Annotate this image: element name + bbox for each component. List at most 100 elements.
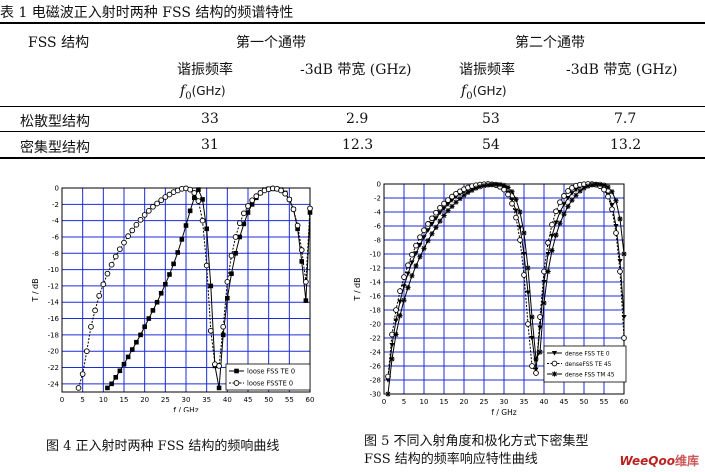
fig4-ytick-0: 0 bbox=[55, 185, 59, 193]
fig5-series-1-point-38 bbox=[537, 314, 543, 320]
fig4-series-0-point-14 bbox=[163, 281, 168, 287]
fig4-series-1-point-29 bbox=[195, 198, 202, 204]
fig4-xlabel: f / GHz bbox=[173, 406, 198, 412]
fig4-series-1-point-31 bbox=[203, 262, 210, 269]
fig5-series-2-point-7 bbox=[413, 263, 419, 269]
fig4-series-0-point-48 bbox=[303, 298, 309, 303]
fig4-legend-label-0: loose FSS TE 0 bbox=[247, 368, 295, 376]
fig5-series-1-point-17 bbox=[453, 190, 459, 197]
fig5-series-0-point-36 bbox=[529, 336, 535, 341]
fig4-legend-marker-1 bbox=[233, 380, 240, 386]
fig4-series-1-point-56 bbox=[307, 205, 313, 212]
fig5-series-0-point-42 bbox=[553, 220, 559, 226]
fig4-xtick-6: 30 bbox=[182, 396, 191, 404]
fig4-series-0-point-23 bbox=[200, 197, 205, 202]
fig5-series-0-point-44 bbox=[561, 202, 567, 207]
fig5-series-1-point-44 bbox=[561, 193, 567, 199]
header-res-freq-2: 谐振频率 bbox=[459, 62, 515, 78]
fig4-xtick-9: 45 bbox=[244, 396, 253, 404]
fig5-series-0-point-37 bbox=[533, 367, 539, 373]
fig5-xtick-10: 50 bbox=[580, 398, 589, 406]
fig4-series-0-point-27 bbox=[216, 385, 222, 391]
fig5-series-2-point-48 bbox=[577, 188, 583, 194]
fig4-xtick-1: 5 bbox=[80, 396, 84, 404]
fig5-series-1-point-40 bbox=[545, 239, 551, 246]
fig4-series-0-point-47 bbox=[299, 259, 305, 264]
fig5-ytick-15: -30 bbox=[370, 391, 381, 399]
fig4-series-1-point-28 bbox=[191, 190, 198, 196]
fig4-series-1-point-14 bbox=[133, 221, 140, 228]
fig4-ytick-2: -4 bbox=[52, 217, 60, 225]
fig5-series-2-point-35 bbox=[525, 265, 531, 271]
fig4-series-1-point-18 bbox=[150, 203, 156, 210]
fig4-series-1-point-54 bbox=[298, 247, 305, 253]
fig5-series-1-point-3 bbox=[397, 288, 403, 294]
fig4-series-1-point-37 bbox=[228, 252, 235, 259]
row-loose-f2: 53 bbox=[482, 111, 500, 127]
fig5-xtick-8: 40 bbox=[540, 398, 549, 406]
header-res-freq-1: 谐振频率 bbox=[177, 62, 233, 78]
fig5-series-2-point-26 bbox=[489, 181, 495, 188]
fig5-series-2-point-21 bbox=[469, 187, 475, 193]
fig5-series-1-point-35 bbox=[525, 321, 531, 327]
fig5-xtick-7: 35 bbox=[520, 398, 529, 406]
fig5-series-2-point-5 bbox=[405, 285, 411, 291]
fig4-series-0-point-2 bbox=[113, 375, 119, 380]
fig4-ytick-3: -6 bbox=[52, 233, 60, 241]
fig5-series-2-point-51 bbox=[589, 182, 595, 188]
fig4-series-0-point-15 bbox=[167, 272, 172, 277]
fig4-series-1-point-51 bbox=[286, 196, 293, 203]
fig5-series-2-point-17 bbox=[453, 199, 459, 205]
fig4-series-1-point-27 bbox=[187, 186, 193, 193]
fig4-series-1-point-36 bbox=[224, 278, 231, 285]
fig4-series-1-point-5 bbox=[96, 292, 103, 299]
fig4-series-0-point-32 bbox=[237, 234, 243, 240]
fig5-xtick-1: 5 bbox=[402, 398, 406, 406]
fig5-series-1-point-58 bbox=[617, 268, 623, 275]
fig5-series-2-point-23 bbox=[477, 184, 483, 190]
fig5-series-2-point-19 bbox=[461, 192, 467, 198]
fig5-series-2-point-47 bbox=[573, 192, 579, 198]
fig5-series-0-point-46 bbox=[569, 191, 575, 196]
fig5-series-2-point-36 bbox=[529, 314, 535, 320]
fig4-series-1-point-17 bbox=[145, 207, 152, 214]
fig5-series-1-point-11 bbox=[429, 215, 435, 222]
fig5-series-1-point-7 bbox=[413, 242, 419, 249]
fig4-series-0-point-3 bbox=[117, 368, 123, 374]
fig4-series-1-point-20 bbox=[158, 197, 165, 204]
fig4-ytick-5: -10 bbox=[48, 266, 59, 274]
fig4-series-1-point-34 bbox=[216, 363, 222, 369]
fig5-series-1-point-32 bbox=[513, 214, 519, 221]
fig5-series-2-point-27 bbox=[493, 181, 499, 187]
fig4-ytick-6: -12 bbox=[48, 282, 59, 290]
fig4-ytick-11: -22 bbox=[48, 364, 59, 372]
row-dense-f2: 54 bbox=[482, 137, 500, 153]
fig4-ytick-12: -24 bbox=[48, 380, 60, 388]
fig5-legend-marker-1 bbox=[551, 360, 558, 367]
fig5-series-2-point-57 bbox=[613, 198, 619, 204]
fig5-series-2-point-0 bbox=[385, 391, 391, 397]
fig4-series-0-point-1 bbox=[109, 381, 114, 387]
fig4-series-1-point-39 bbox=[236, 220, 243, 226]
fig4-series-0-point-25 bbox=[208, 283, 214, 289]
fig4-series-0-point-8 bbox=[138, 332, 143, 338]
fig5-series-1-point-14 bbox=[441, 200, 447, 207]
fig4-series-0-point-12 bbox=[154, 299, 160, 305]
table-top-rule bbox=[0, 22, 705, 24]
fig5-series-2-point-6 bbox=[409, 273, 415, 279]
watermark-logo: WeeQoo维库 bbox=[619, 454, 699, 468]
fig4-legend-box bbox=[225, 363, 311, 391]
fig5-series-0-point-34 bbox=[521, 252, 527, 257]
fig4-series-1-point-16 bbox=[141, 212, 148, 218]
fig4-series-1 bbox=[75, 185, 313, 391]
fig5-series-2-point-54 bbox=[601, 182, 607, 188]
fig5-ytick-12: -24 bbox=[370, 349, 382, 357]
fig4-series-0-point-20 bbox=[187, 208, 193, 214]
fig5-series-1-point-54 bbox=[601, 186, 607, 193]
fig5-xtick-9: 45 bbox=[560, 398, 569, 406]
figure-4-chart: 0 5 10 15 20 25 30 35 40 45 50 55 60 0 -2 -4 -6 -8 -10 -12 -… bbox=[31, 185, 314, 413]
fig4-ytick-9: -18 bbox=[48, 331, 59, 339]
fig4-series-1-point-10 bbox=[117, 246, 123, 253]
fig5-series-0-point-32 bbox=[513, 208, 519, 214]
fig5-ytick-2: -4 bbox=[374, 209, 382, 217]
